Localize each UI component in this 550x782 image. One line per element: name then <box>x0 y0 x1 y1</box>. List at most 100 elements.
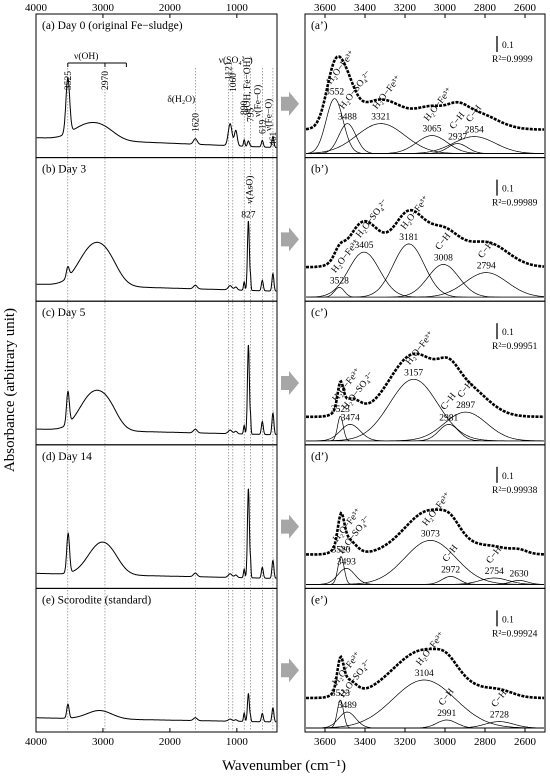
right-bottom-tick-label: 3000 <box>434 736 457 748</box>
component-center-label: 3523 <box>331 689 350 699</box>
right-bottom-tick-label: 3600 <box>314 736 337 748</box>
component-center-label: 3008 <box>434 253 453 263</box>
component-curve <box>306 135 544 154</box>
right-bottom-tick-label: 2600 <box>514 736 537 748</box>
component-center-label: 3493 <box>337 557 356 567</box>
peak-label: 1121 <box>225 61 235 80</box>
component-curve <box>306 568 544 585</box>
component-center-label: 3405 <box>355 241 374 251</box>
right-top-tick-label: 2600 <box>514 2 537 14</box>
right-panel-label: (b’) <box>311 164 328 176</box>
left-top-tick-label: 1000 <box>226 2 249 14</box>
peak-label: 2970 <box>101 71 111 90</box>
arrow-icon <box>281 371 299 395</box>
oh-fe-annotation: ν(OH, Fe−OH) <box>242 57 253 115</box>
scale-bar-label: 0.1 <box>502 41 514 51</box>
right-panel-label: (d’) <box>311 451 328 463</box>
left-panel-label: (c) Day 5 <box>42 307 86 319</box>
fitted-envelope <box>306 647 544 700</box>
component-curve <box>306 580 544 585</box>
left-top-tick-label: 2000 <box>159 2 182 14</box>
fitted-envelope <box>306 508 544 556</box>
component-curve <box>306 424 544 442</box>
spectrum-line <box>36 344 277 436</box>
component-assignment-label: H₂O−Fe³⁺ <box>421 491 453 528</box>
component-center-label: 2728 <box>490 711 509 721</box>
fe-o-annotation: ν(Fe−O) <box>263 99 274 131</box>
left-panel-frame <box>35 157 278 302</box>
fitted-envelope <box>305 208 545 269</box>
left-panel-label: (d) Day 14 <box>42 451 92 463</box>
left-panel-label: (e) Scorodite (standard) <box>42 594 151 606</box>
component-curve <box>306 287 544 298</box>
component-center-label: 2897 <box>456 401 475 411</box>
spectrum-line <box>36 488 277 579</box>
y-axis-label: Absorbance (arbitrary unit) <box>2 308 18 472</box>
water-bend-annotation: δ(H₂O) <box>167 94 195 105</box>
fitted-envelope <box>306 352 544 419</box>
r-squared-label: R²=0.99938 <box>492 486 538 496</box>
right-top-tick-label: 3000 <box>434 2 457 14</box>
right-panel-frame <box>304 587 546 733</box>
component-curve <box>306 679 544 729</box>
component-curve <box>306 411 544 442</box>
component-center-label: 3073 <box>421 529 440 539</box>
figure-text: 4000 4000 3000 3000 2000 2000 1000 1000 3600 3600… <box>2 2 538 774</box>
component-center-label: 3474 <box>341 413 360 423</box>
component-center-label: 2754 <box>485 567 504 577</box>
right-top-tick-label: 2800 <box>474 2 497 14</box>
component-center-label: 3321 <box>371 113 390 123</box>
component-center-label: 3104 <box>415 669 434 679</box>
right-bottom-tick-label: 2800 <box>474 736 497 748</box>
spectrum-line <box>36 220 277 292</box>
left-top-tick-label: 4000 <box>25 2 48 14</box>
component-center-label: 2937 <box>448 133 467 143</box>
right-deconvolution <box>305 55 545 729</box>
scale-bar-label: 0.1 <box>502 472 514 482</box>
arrow-icon <box>281 658 299 683</box>
r-squared-label: R²=0.9999 <box>492 55 533 65</box>
arrow-icon <box>281 91 299 116</box>
r-squared-label: R²=0.99989 <box>492 199 538 209</box>
component-assignment-label: H₂O−Fe³⁺ <box>325 49 357 86</box>
component-center-label: 3528 <box>330 276 349 286</box>
component-curve <box>306 721 545 729</box>
right-bottom-tick-label: 3400 <box>354 736 377 748</box>
right-top-tick-label: 3400 <box>354 2 377 14</box>
component-assignment-label: C−H <box>456 379 475 400</box>
right-top-tick-label: 3200 <box>394 2 417 14</box>
component-center-label: 3181 <box>399 233 418 243</box>
scale-bar-label: 0.1 <box>502 328 514 338</box>
right-panel-label: (a’) <box>311 20 328 32</box>
component-center-label: 3157 <box>404 368 423 378</box>
component-center-label: 2991 <box>437 709 456 719</box>
panel-frames <box>35 13 546 733</box>
right-panel-label: (c’) <box>311 307 328 319</box>
left-panel-label: (b) Day 3 <box>42 164 86 176</box>
arrow-icon <box>281 227 299 252</box>
r-squared-label: R²=0.99924 <box>492 629 538 639</box>
peak-label: 1620 <box>191 113 201 132</box>
component-center-label: 3488 <box>338 113 357 123</box>
fitted-envelope <box>305 55 544 131</box>
arrow-icon <box>281 514 299 539</box>
aso-annotation: ν(AsO) <box>244 176 255 204</box>
component-assignment-label: H₂O−Fe³⁺ <box>404 330 436 367</box>
scale-bar-label: 0.1 <box>502 615 514 625</box>
component-center-label: 2794 <box>477 262 496 272</box>
component-center-label: 3065 <box>423 125 442 135</box>
peak-label: 890 <box>240 101 250 115</box>
left-panel-frame <box>35 300 278 446</box>
left-bottom-tick-label: 1000 <box>226 736 249 748</box>
peak-label: 1060 <box>229 73 239 92</box>
left-panel-frame <box>35 587 278 733</box>
x-axis-label: Wavenumber (cm⁻¹) <box>222 758 346 774</box>
component-center-label: 3552 <box>325 88 344 98</box>
left-panel-frame <box>35 444 278 589</box>
component-center-label: 3520 <box>332 545 351 555</box>
oh-stretch-annotation: ν(OH) <box>74 51 98 62</box>
component-center-label: 3489 <box>338 701 357 711</box>
left-bottom-tick-label: 2000 <box>159 736 182 748</box>
right-top-tick-label: 3600 <box>314 2 337 14</box>
